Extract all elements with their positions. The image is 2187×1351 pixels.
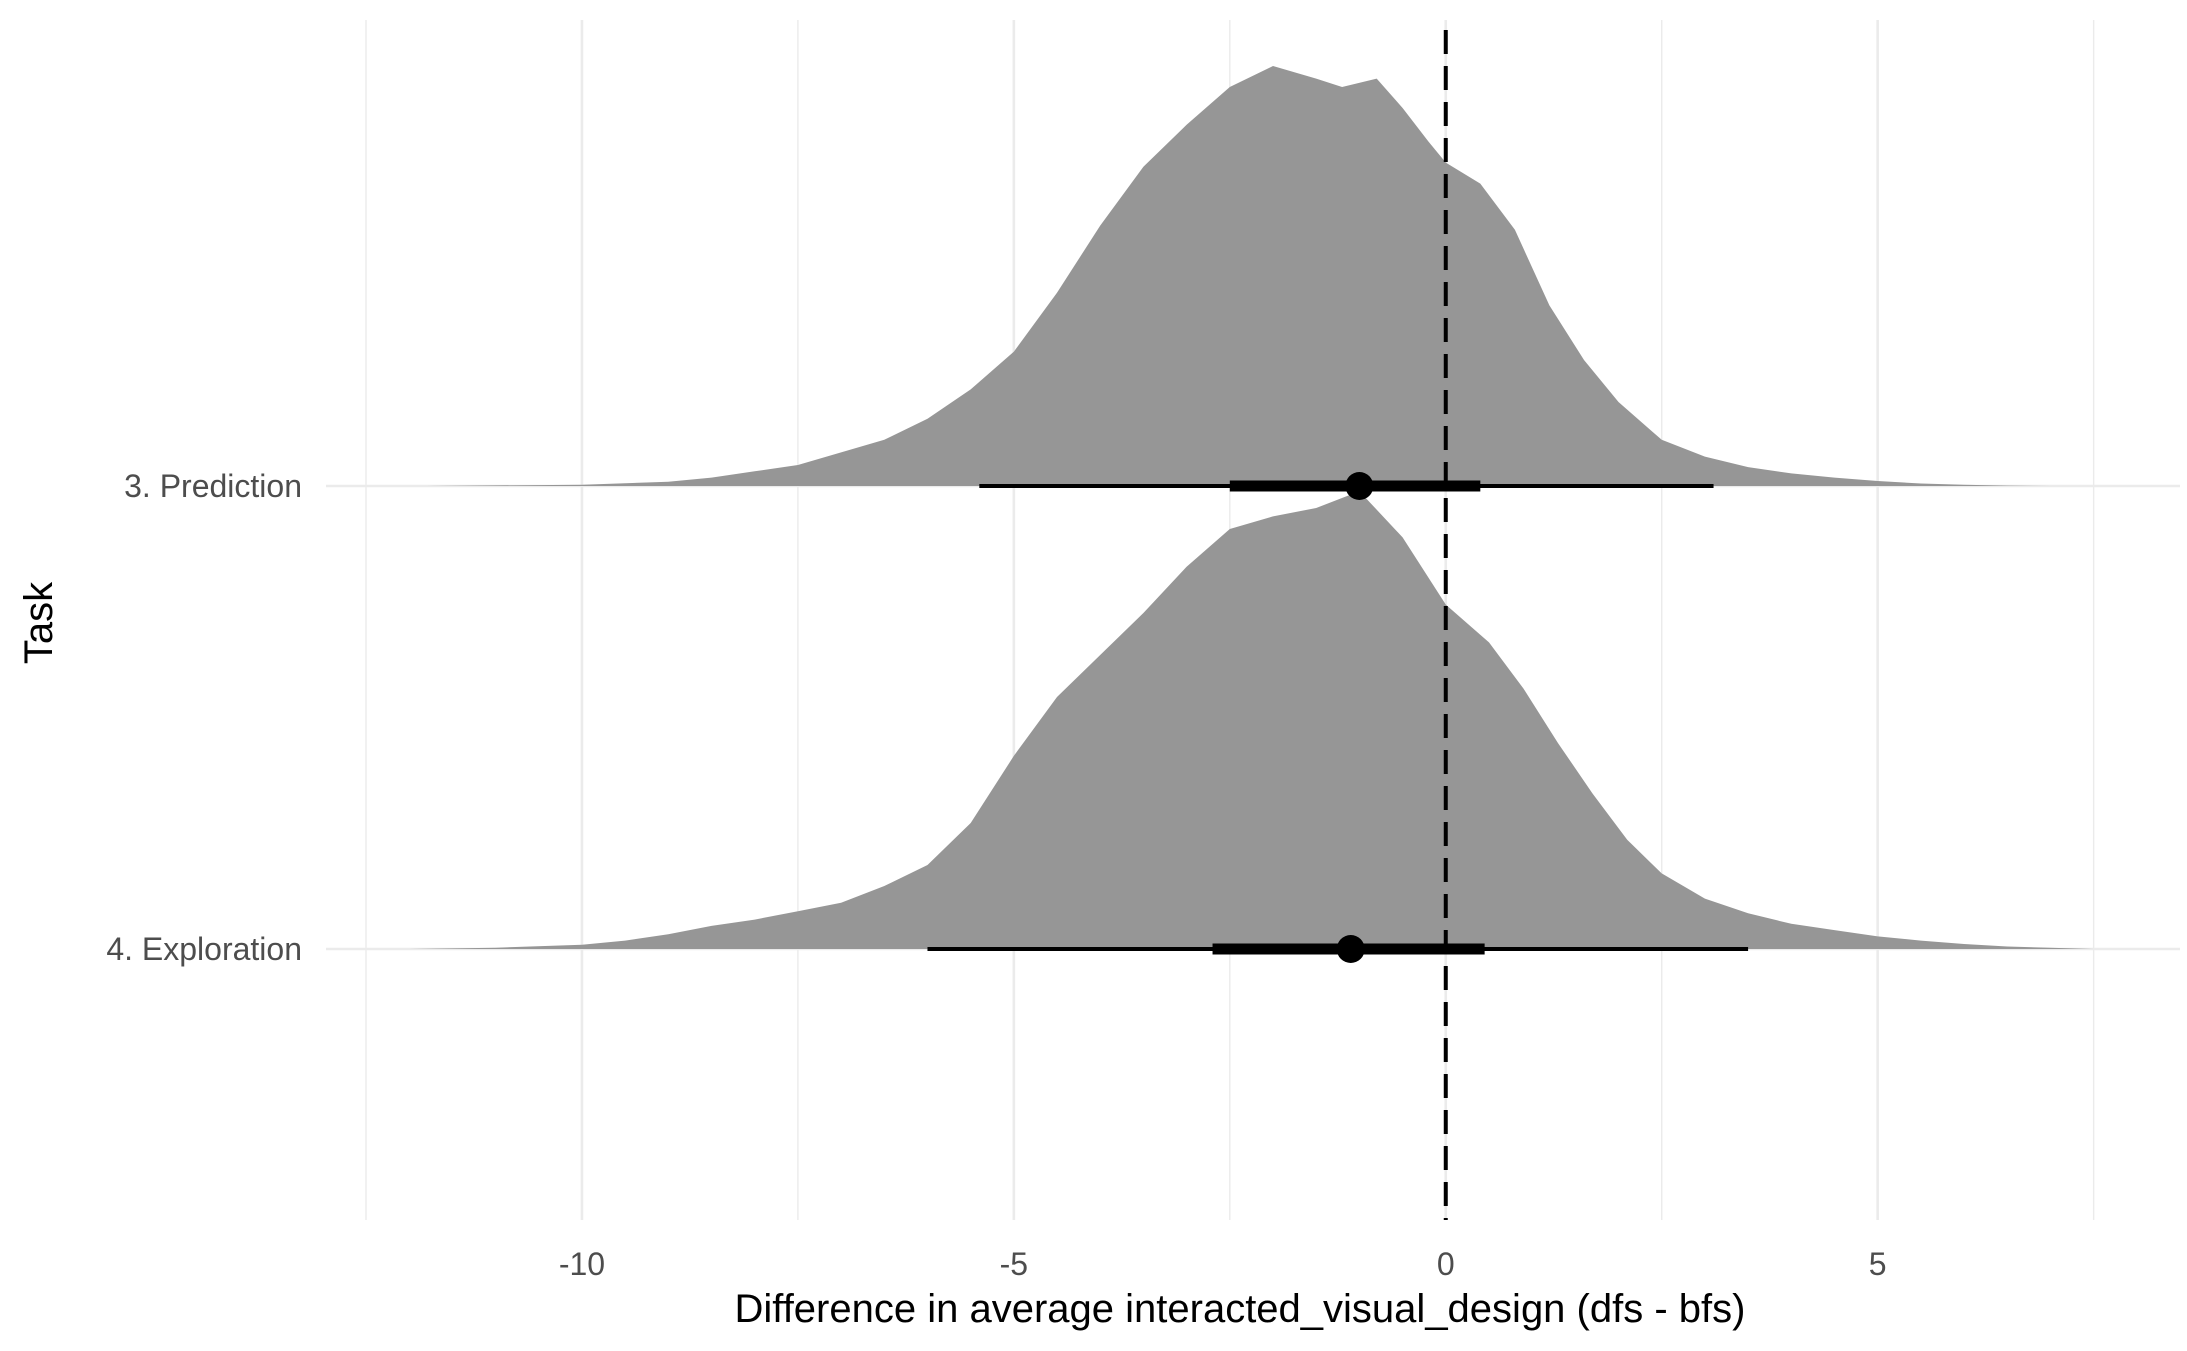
x-tick-label: 5 bbox=[1869, 1246, 1887, 1282]
y-tick-label: 4. Exploration bbox=[106, 931, 302, 967]
point-estimate bbox=[1336, 935, 1365, 963]
density-area bbox=[426, 66, 2051, 486]
x-tick-label: -10 bbox=[559, 1246, 605, 1282]
y-tick-label: 3. Prediction bbox=[124, 468, 302, 504]
tick-labels: -10 -5 0 5 3. Prediction 4. Exploration bbox=[106, 468, 1886, 1282]
point-estimate bbox=[1345, 472, 1374, 500]
interval-layer bbox=[927, 472, 1749, 963]
density-area bbox=[409, 491, 2094, 949]
density-layer bbox=[409, 66, 2094, 949]
x-tick-label: 0 bbox=[1437, 1246, 1455, 1282]
x-tick-label: -5 bbox=[1000, 1246, 1028, 1282]
y-axis-title: Task bbox=[17, 581, 61, 664]
x-axis-title: Difference in average interacted_visual_… bbox=[735, 1287, 1746, 1331]
